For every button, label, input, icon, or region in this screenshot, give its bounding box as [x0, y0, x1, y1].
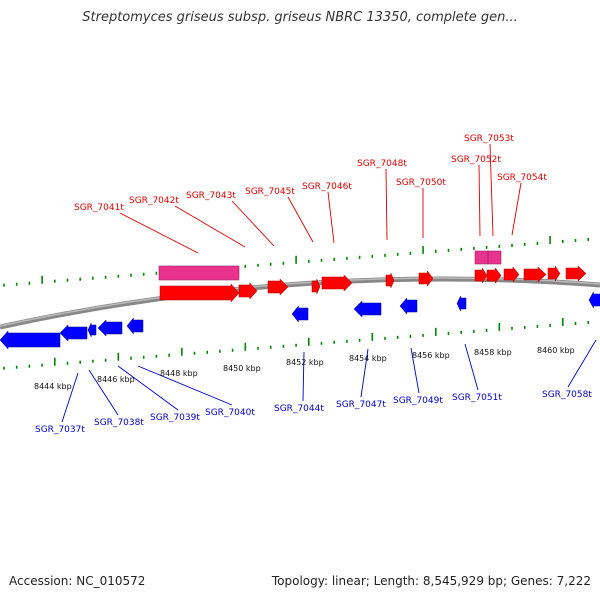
- forward-leader-line: [478, 164, 481, 237]
- reverse-gene-label: SGR_7040t: [205, 408, 255, 418]
- forward-gene: [321, 274, 353, 292]
- kbp-label: 8446 kbp: [97, 375, 135, 384]
- kbp-label: 8458 kbp: [474, 348, 512, 357]
- backbone-highlight: [0, 277, 600, 327]
- reverse-gene: [291, 305, 309, 323]
- forward-gene: [238, 282, 258, 300]
- forward-gene: [474, 267, 488, 284]
- inner-tick-ring: [3, 317, 590, 370]
- reverse-leader-line: [88, 369, 119, 416]
- forward-gene: [385, 272, 395, 289]
- kbp-label: 8450 kbp: [223, 364, 261, 373]
- reverse-gene-label: SGR_7044t: [274, 404, 324, 414]
- forward-gene-label: SGR_7054t: [497, 173, 547, 183]
- forward-leader-line: [174, 205, 246, 248]
- kbp-label: 8444 kbp: [34, 382, 72, 391]
- reverse-gene-label: SGR_7037t: [35, 425, 85, 435]
- forward-leader-line: [385, 168, 388, 241]
- accession-text: Accession: NC_010572: [9, 574, 146, 588]
- forward-gene-label: SGR_7050t: [396, 178, 446, 188]
- reverse-gene: [399, 297, 418, 315]
- reverse-gene: [59, 324, 88, 342]
- forward-gene: [565, 265, 587, 282]
- reverse-leader-line: [137, 365, 233, 406]
- reverse-leader-line: [464, 343, 479, 391]
- topology-summary: Topology: linear; Length: 8,545,929 bp; …: [271, 574, 591, 588]
- reverse-gene: [87, 322, 97, 338]
- forward-leader-line: [287, 196, 314, 243]
- reverse-gene: [0, 330, 61, 350]
- forward-gene: [503, 266, 520, 283]
- reverse-gene: [456, 295, 467, 312]
- reverse-leader-line: [567, 339, 597, 388]
- kbp-label: 8456 kbp: [412, 351, 450, 360]
- forward-leader-line: [119, 212, 199, 254]
- outer-tick-ring: [3, 235, 590, 287]
- map-title: Streptomyces griseus subsp. griseus NBRC…: [82, 10, 518, 25]
- kbp-label: 8452 kbp: [286, 358, 324, 367]
- forward-leader-line: [511, 182, 522, 236]
- forward-gene: [486, 267, 502, 284]
- forward-gene: [418, 270, 434, 287]
- reverse-gene: [97, 319, 123, 337]
- forward-leader-line: [327, 191, 335, 244]
- reverse-gene: [126, 317, 144, 335]
- kbp-label: 8448 kbp: [160, 369, 198, 378]
- forward-gene-label: SGR_7042t: [129, 196, 179, 206]
- forward-rna-block: [158, 265, 240, 281]
- forward-gene-label: SGR_7041t: [74, 203, 124, 213]
- reverse-leader-line: [410, 347, 420, 394]
- reverse-gene: [588, 291, 600, 309]
- reverse-gene-label: SGR_7038t: [94, 418, 144, 428]
- forward-gene: [523, 266, 547, 283]
- forward-gene: [267, 278, 289, 296]
- forward-gene-label: SGR_7048t: [357, 159, 407, 169]
- forward-gene: [159, 283, 240, 303]
- reverse-gene-label: SGR_7039t: [150, 413, 200, 423]
- kbp-ruler-labels: 8444 kbp 8446 kbp 8448 kbp 8450 kbp 8452 kbp…: [34, 346, 575, 391]
- gene-labels[interactable]: SGR_7041t SGR_7042t SGR_7043t SGR_7045t SGR_…: [35, 134, 592, 435]
- chromosome-backbone: [0, 276, 600, 330]
- reverse-gene-label: SGR_7058t: [542, 390, 592, 400]
- forward-gene: [311, 278, 321, 295]
- reverse-leader-line: [61, 372, 79, 423]
- forward-gene-label: SGR_7043t: [186, 191, 236, 201]
- reverse-gene-label: SGR_7047t: [336, 400, 386, 410]
- forward-leader-line: [231, 200, 275, 247]
- forward-gene: [547, 265, 561, 282]
- reverse-gene: [353, 300, 382, 318]
- reverse-leader-line: [302, 351, 305, 402]
- reverse-gene-label: SGR_7049t: [393, 396, 443, 406]
- gene-features[interactable]: [0, 250, 600, 350]
- kbp-label: 8460 kbp: [537, 346, 575, 355]
- forward-gene-label: SGR_7053t: [464, 134, 514, 144]
- forward-gene-label: SGR_7052t: [451, 155, 501, 165]
- kbp-label: 8454 kbp: [349, 354, 387, 363]
- forward-leader-line: [489, 143, 494, 237]
- reverse-leader-line: [360, 348, 369, 398]
- reverse-leader-line: [117, 365, 179, 411]
- label-leader-lines: [61, 143, 597, 423]
- forward-gene-label: SGR_7046t: [302, 182, 352, 192]
- reverse-gene-label: SGR_7051t: [452, 393, 502, 403]
- forward-gene-label: SGR_7045t: [245, 187, 295, 197]
